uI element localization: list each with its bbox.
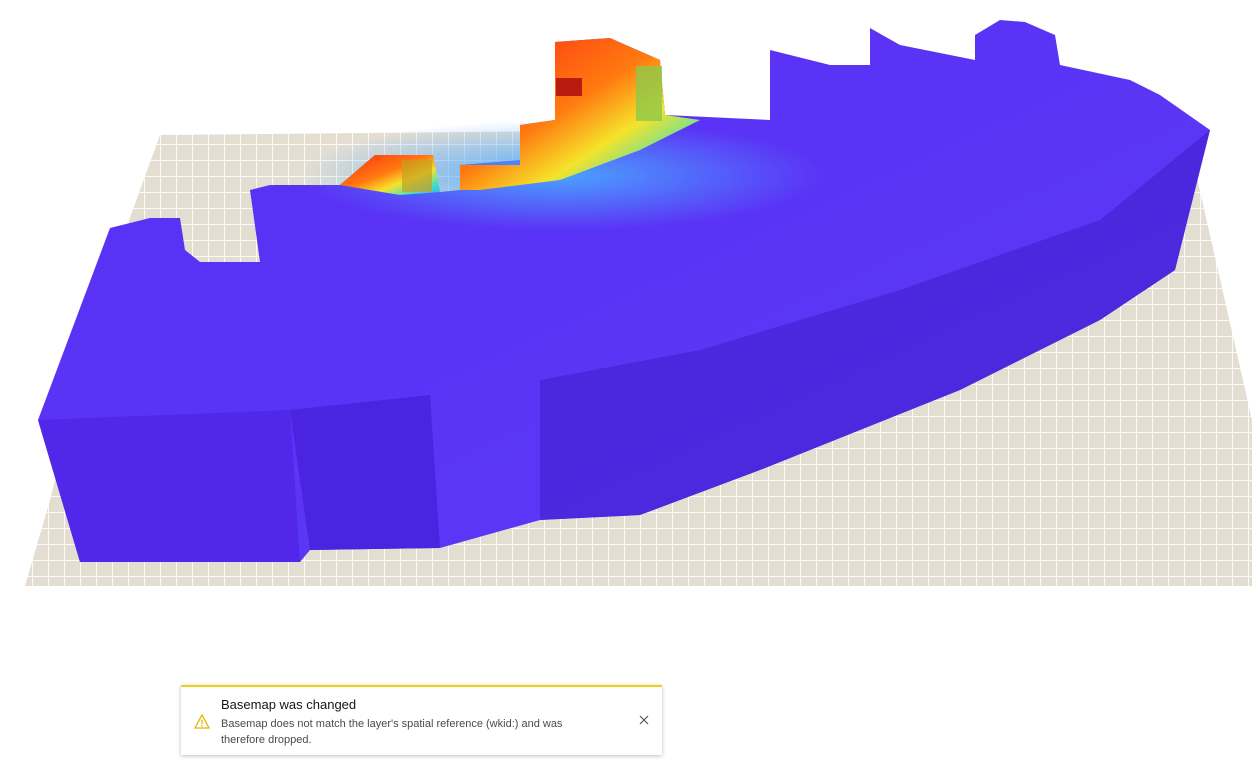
peak-block [556,78,582,96]
peak-block [402,160,432,192]
notice: Basemap was changed Basemap does not mat… [181,685,662,755]
close-button[interactable] [636,712,652,728]
peak-block [636,66,662,121]
volume-front [38,410,300,562]
volume-front [290,395,440,550]
notice-message: Basemap does not match the layer's spati… [221,718,563,746]
scene-3d [25,20,1252,586]
notice-title: Basemap was changed [221,697,357,712]
volume-side [540,130,1210,520]
warning-icon [194,714,210,729]
